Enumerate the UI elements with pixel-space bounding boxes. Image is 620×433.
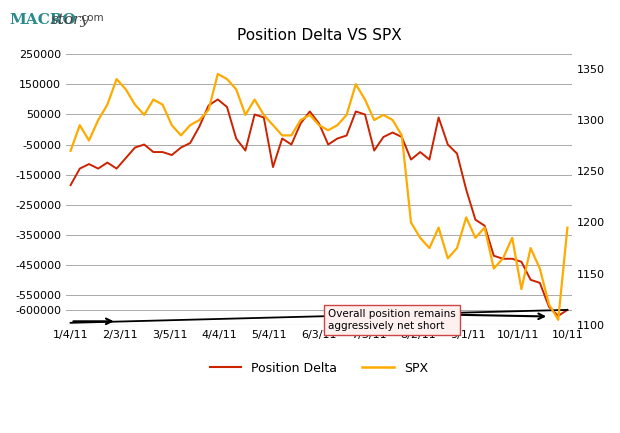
Text: story: story [51,13,90,27]
Text: MACRO: MACRO [9,13,76,27]
Text: .com: .com [79,13,105,23]
Text: Overall position remains
aggressively net short: Overall position remains aggressively ne… [328,309,456,331]
Legend: Position Delta, SPX: Position Delta, SPX [205,356,433,379]
Title: Position Delta VS SPX: Position Delta VS SPX [237,28,401,43]
